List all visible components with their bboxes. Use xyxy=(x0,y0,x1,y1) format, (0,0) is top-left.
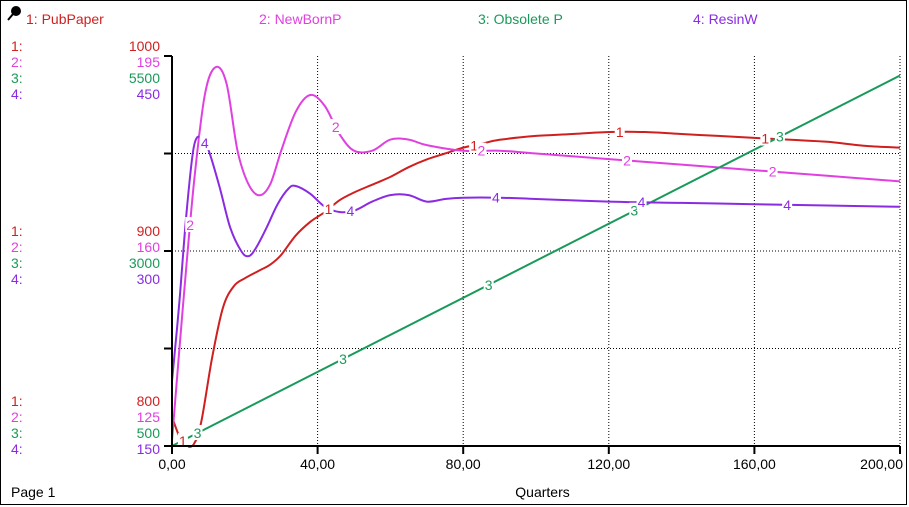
scale-index-2: 2: xyxy=(11,239,23,255)
scale-value-2: 160 xyxy=(137,239,161,255)
series-marker-bg-4 xyxy=(345,203,356,219)
scale-index-1: 1: xyxy=(11,223,23,239)
series-line-2 xyxy=(171,65,901,441)
y-scales: 1: 1000 1: 900 1: 800 2: 195 2: 160 2: 125 3: 5500 3: 3… xyxy=(11,38,160,457)
legend-entry-3: 3: Obsolete P xyxy=(478,11,563,27)
series-marker-bg-3 xyxy=(629,202,640,218)
series-marker-bg-4 xyxy=(782,196,793,212)
grid xyxy=(172,56,901,447)
x-tick-label: 40,00 xyxy=(300,456,335,472)
series-marker-bg-2 xyxy=(622,152,632,168)
scale-index-2: 2: xyxy=(11,54,23,70)
series-marker-2: 2 xyxy=(623,152,631,168)
series-marker-bg-2 xyxy=(330,119,341,135)
scale-value-4: 450 xyxy=(137,86,161,102)
scale-index-1: 1: xyxy=(11,393,23,409)
x-tick-label: 80,00 xyxy=(446,456,481,472)
series-marker-bg-1 xyxy=(177,433,188,449)
series-marker-bg-1 xyxy=(760,130,771,146)
series-line-1 xyxy=(171,130,901,448)
series-marker-2: 2 xyxy=(769,164,777,180)
series-marker-3: 3 xyxy=(339,351,347,367)
scale-value-4: 300 xyxy=(137,271,161,287)
series-marker-bg-4 xyxy=(199,135,210,151)
scale-value-1: 1000 xyxy=(129,38,160,54)
series-marker-bg-2 xyxy=(185,217,196,232)
series-marker-3: 3 xyxy=(776,129,784,145)
series-marker-bg-3 xyxy=(483,276,494,292)
scale-value-3: 5500 xyxy=(129,70,160,86)
scale-value-1: 800 xyxy=(137,393,161,409)
series-marker-bg-1 xyxy=(614,124,625,140)
legend-entry-4: 4: ResinW xyxy=(693,11,758,27)
legend-entry-2: 2: NewBornP xyxy=(259,11,341,27)
pin-needle xyxy=(7,13,14,21)
legend: 1: PubPaper 2: NewBornP 3: Obsolete P 4: Re… xyxy=(7,6,758,27)
page-label: Page 1 xyxy=(11,484,56,500)
scale-index-3: 3: xyxy=(11,70,23,86)
scale-value-1: 900 xyxy=(137,223,161,239)
series-marker-4: 4 xyxy=(346,203,354,219)
series-marker-bg-4 xyxy=(490,189,501,205)
series-marker-bg-1 xyxy=(323,201,334,217)
series-marker-bg-2 xyxy=(767,163,778,179)
scale-value-2: 125 xyxy=(137,409,161,425)
series-marker-bg-3 xyxy=(192,425,203,441)
series-marker-bg-3 xyxy=(774,128,785,144)
series-marker-3: 3 xyxy=(194,425,202,441)
series-marker-bg-2 xyxy=(476,142,487,158)
series-marker-1: 1 xyxy=(179,433,187,449)
scale-value-3: 3000 xyxy=(129,255,160,271)
series-marker-4: 4 xyxy=(201,135,209,151)
scale-index-2: 2: xyxy=(11,409,23,425)
series-marker-bg-3 xyxy=(338,350,349,366)
x-tick-label: 120,00 xyxy=(587,456,630,472)
scale-index-4: 4: xyxy=(11,271,23,287)
series-marker-1: 1 xyxy=(616,124,624,140)
series-marker-2: 2 xyxy=(478,143,486,159)
series-marker-bg-1 xyxy=(469,137,480,153)
series-marker-4: 4 xyxy=(492,190,500,206)
axes: 0,00 40,00 80,00 120,00 160,00 200,00 xyxy=(158,55,903,472)
legend-entry-1: 1: PubPaper xyxy=(26,11,104,27)
series-marker-bg-4 xyxy=(636,194,647,210)
series-marker-1: 1 xyxy=(470,137,478,153)
series-marker-1: 1 xyxy=(761,130,769,146)
series-marker-2: 2 xyxy=(186,217,194,233)
series-marker-4: 4 xyxy=(783,197,791,213)
scale-index-4: 4: xyxy=(11,441,23,457)
x-tick-label: 200,00 xyxy=(860,456,903,472)
scale-index-4: 4: xyxy=(11,86,23,102)
scale-index-1: 1: xyxy=(11,38,23,54)
series-marker-3: 3 xyxy=(630,203,638,219)
x-tick-label: 160,00 xyxy=(733,456,776,472)
pin-icon xyxy=(7,6,21,21)
x-tick-label: 0,00 xyxy=(158,456,185,472)
scale-value-2: 195 xyxy=(137,54,161,70)
scale-index-3: 3: xyxy=(11,255,23,271)
series-marker-2: 2 xyxy=(332,119,340,135)
scale-value-4: 150 xyxy=(137,441,161,457)
scale-index-3: 3: xyxy=(11,425,23,441)
series-marker-4: 4 xyxy=(638,194,646,210)
series-line-3 xyxy=(171,74,901,447)
series-marker-3: 3 xyxy=(485,277,493,293)
pin-head xyxy=(11,6,21,16)
scale-value-3: 500 xyxy=(137,425,161,441)
series-marker-1: 1 xyxy=(325,201,333,217)
